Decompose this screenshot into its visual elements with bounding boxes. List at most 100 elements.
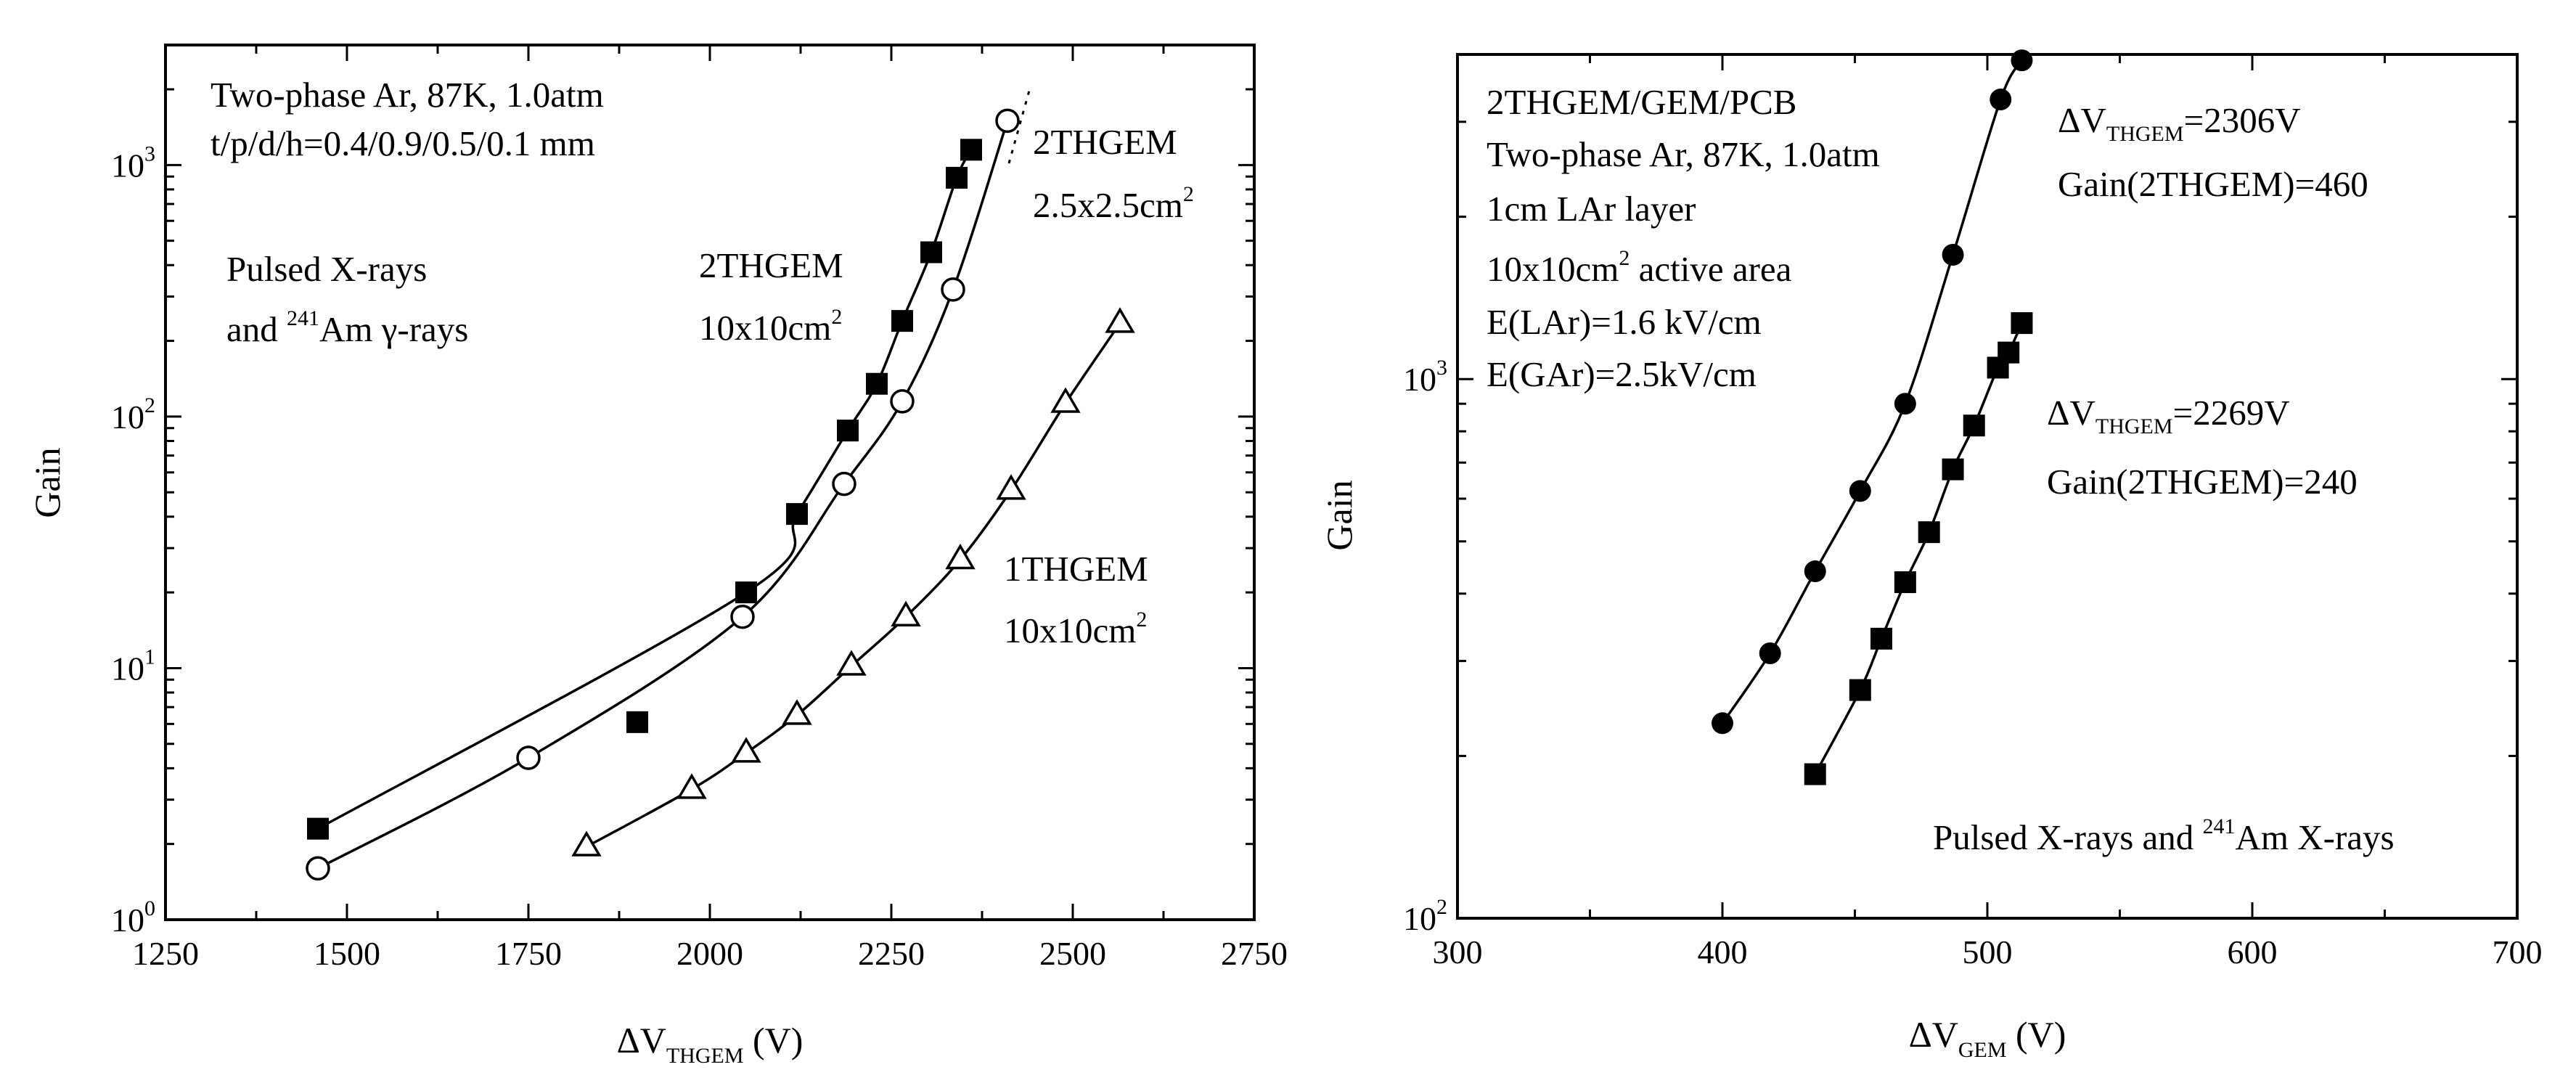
left-series-2-point-3 — [782, 699, 812, 725]
left-series-0-point-6 — [891, 310, 913, 332]
right-x-tick-label: 300 — [1433, 933, 1483, 971]
left-series-1-point-3 — [832, 471, 856, 497]
left-series-2-point-5 — [891, 600, 921, 626]
left-series-1-point-0 — [306, 856, 330, 881]
left-series-2-point-6 — [945, 543, 976, 570]
left-conditions-line1: Two-phase Ar, 87K, 1.0atm — [210, 75, 604, 115]
right-source-note: Pulsed X-rays and 241Am X-rays — [1933, 814, 2395, 857]
series-label-2thgem-10x10-line2: 10x10cm2 — [699, 305, 842, 348]
left-x-tick-label: 1750 — [495, 935, 562, 972]
left-chart-panel: 1250 1500 1750 2000 2250 2500 2750 100 101 102 103… — [27, 44, 1288, 1068]
right-axes-ticks — [1456, 53, 2519, 920]
right-series-0-point-0 — [1712, 712, 1733, 735]
right-series-1-point-2 — [1870, 627, 1892, 650]
left-data-markers — [306, 108, 1135, 881]
series-label-2306v: ΔVTHGEM=2306V — [2058, 100, 2301, 146]
right-series-0-point-6 — [1990, 89, 2012, 111]
left-series-2-point-8 — [1050, 387, 1081, 413]
left-series-0-point-2 — [735, 581, 757, 604]
left-series-0-point-9 — [960, 139, 982, 161]
left-series-1-point-4 — [890, 389, 915, 414]
series-label-1thgem-line2: 10x10cm2 — [1004, 608, 1147, 650]
left-tick-labels: 1250 1500 1750 2000 2250 2500 2750 100 101 102 103 — [111, 142, 1288, 972]
left-axes-ticks — [164, 44, 1256, 921]
left-series-2-point-0 — [571, 830, 602, 857]
left-series-1-point-5 — [941, 277, 965, 302]
right-series-1-point-0 — [1804, 763, 1826, 785]
right-series-1-point-9 — [2011, 312, 2033, 335]
left-y-tick-label: 102 — [111, 393, 155, 436]
right-series-1-point-4 — [1918, 521, 1940, 544]
left-series-1-point-1 — [516, 745, 541, 770]
right-x-tick-label: 600 — [2228, 933, 2278, 971]
right-x-axis-title: ΔVGEM (V) — [1909, 1014, 2066, 1062]
right-setup-line1: 2THGEM/GEM/PCB — [1487, 82, 1796, 122]
right-setup-line2: Two-phase Ar, 87K, 1.0atm — [1487, 134, 1880, 174]
left-source-line1: Pulsed X-rays — [226, 249, 427, 289]
series-gain-2269v: Gain(2THGEM)=240 — [2047, 462, 2358, 502]
right-series-1-point-3 — [1894, 571, 1916, 594]
left-series-2-point-7 — [996, 474, 1026, 500]
right-setup-line3: 1cm LAr layer — [1487, 189, 1696, 229]
left-x-tick-label: 1500 — [314, 935, 380, 972]
right-series-0-curve — [1721, 60, 2023, 724]
right-x-tick-label: 500 — [1963, 933, 2013, 971]
left-series-2-point-9 — [1105, 307, 1135, 333]
left-x-tick-label: 1250 — [132, 935, 199, 972]
right-tick-labels: 300 400 500 600 700 102 103 — [1403, 356, 2543, 971]
right-series-1-point-1 — [1849, 679, 1871, 701]
left-y-tick-label: 101 — [111, 645, 155, 687]
series-label-2thgem-10x10-line1: 2THGEM — [699, 245, 843, 285]
right-series-0-point-5 — [1942, 244, 1964, 266]
left-series-0-point-5 — [866, 372, 888, 395]
left-series-0-point-0 — [307, 817, 329, 840]
left-series-1-point-2 — [730, 604, 755, 629]
right-y-tick-label: 102 — [1403, 895, 1447, 937]
left-series-2-point-2 — [731, 737, 761, 763]
series-label-1thgem-line1: 1THGEM — [1004, 549, 1148, 589]
right-setup-field-lar: E(LAr)=1.6 kV/cm — [1487, 302, 1762, 342]
left-series-0-point-7 — [920, 241, 942, 263]
left-series-2-point-4 — [836, 650, 867, 676]
right-series-1-point-8 — [1998, 341, 2020, 364]
right-setup-field-gar: E(GAr)=2.5kV/cm — [1487, 354, 1757, 394]
left-source-line2: and 241Am γ-rays — [226, 306, 468, 349]
left-series-2-point-1 — [676, 773, 707, 799]
right-series-0-point-4 — [1894, 393, 1916, 415]
left-series-0-point-3 — [786, 503, 808, 526]
right-chart-panel: 300 400 500 600 700 102 103 Gain ΔVGEM (V) 2TH… — [1319, 49, 2543, 1062]
right-series-1-point-6 — [1963, 414, 1985, 437]
series-label-2thgem-2p5-line2: 2.5x2.5cm2 — [1033, 182, 1194, 225]
right-data-markers — [1712, 49, 2033, 785]
right-series-0-point-2 — [1804, 560, 1826, 583]
right-x-tick-label: 700 — [2493, 933, 2543, 971]
left-series-0-point-1 — [626, 711, 648, 733]
left-x-tick-label: 2000 — [676, 935, 743, 972]
left-y-axis-title: Gain — [27, 447, 68, 518]
series-gain-2306v: Gain(2THGEM)=460 — [2058, 164, 2368, 204]
right-y-tick-label: 103 — [1403, 356, 1447, 398]
left-series-2-curve — [586, 322, 1121, 849]
right-x-tick-label: 400 — [1698, 933, 1748, 971]
right-series-0-point-1 — [1759, 642, 1781, 665]
series-label-2269v: ΔVTHGEM=2269V — [2047, 393, 2290, 438]
left-series-1-point-6 — [995, 108, 1020, 134]
left-extrapolation-dotted — [1007, 90, 1031, 164]
left-series-0-point-8 — [946, 166, 968, 189]
left-plot-frame — [164, 44, 1256, 921]
left-x-axis-title: ΔVTHGEM (V) — [617, 1020, 804, 1068]
left-x-tick-label: 2500 — [1039, 935, 1106, 972]
left-conditions-line2: t/p/d/h=0.4/0.9/0.5/0.1 mm — [210, 123, 595, 163]
right-series-0-point-7 — [2011, 49, 2033, 72]
series-label-2thgem-2p5-line1: 2THGEM — [1033, 122, 1177, 162]
left-series-1-curve — [317, 120, 1009, 870]
right-y-axis-title: Gain — [1319, 480, 1359, 550]
left-x-tick-label: 2750 — [1221, 935, 1288, 972]
right-setup-area: 10x10cm2 active area — [1487, 246, 1792, 289]
left-y-tick-label: 100 — [111, 896, 155, 939]
left-y-tick-label: 103 — [111, 142, 155, 184]
right-series-1-curve — [1814, 322, 2024, 775]
right-series-0-point-3 — [1849, 480, 1871, 502]
left-series-0-point-4 — [837, 420, 859, 442]
